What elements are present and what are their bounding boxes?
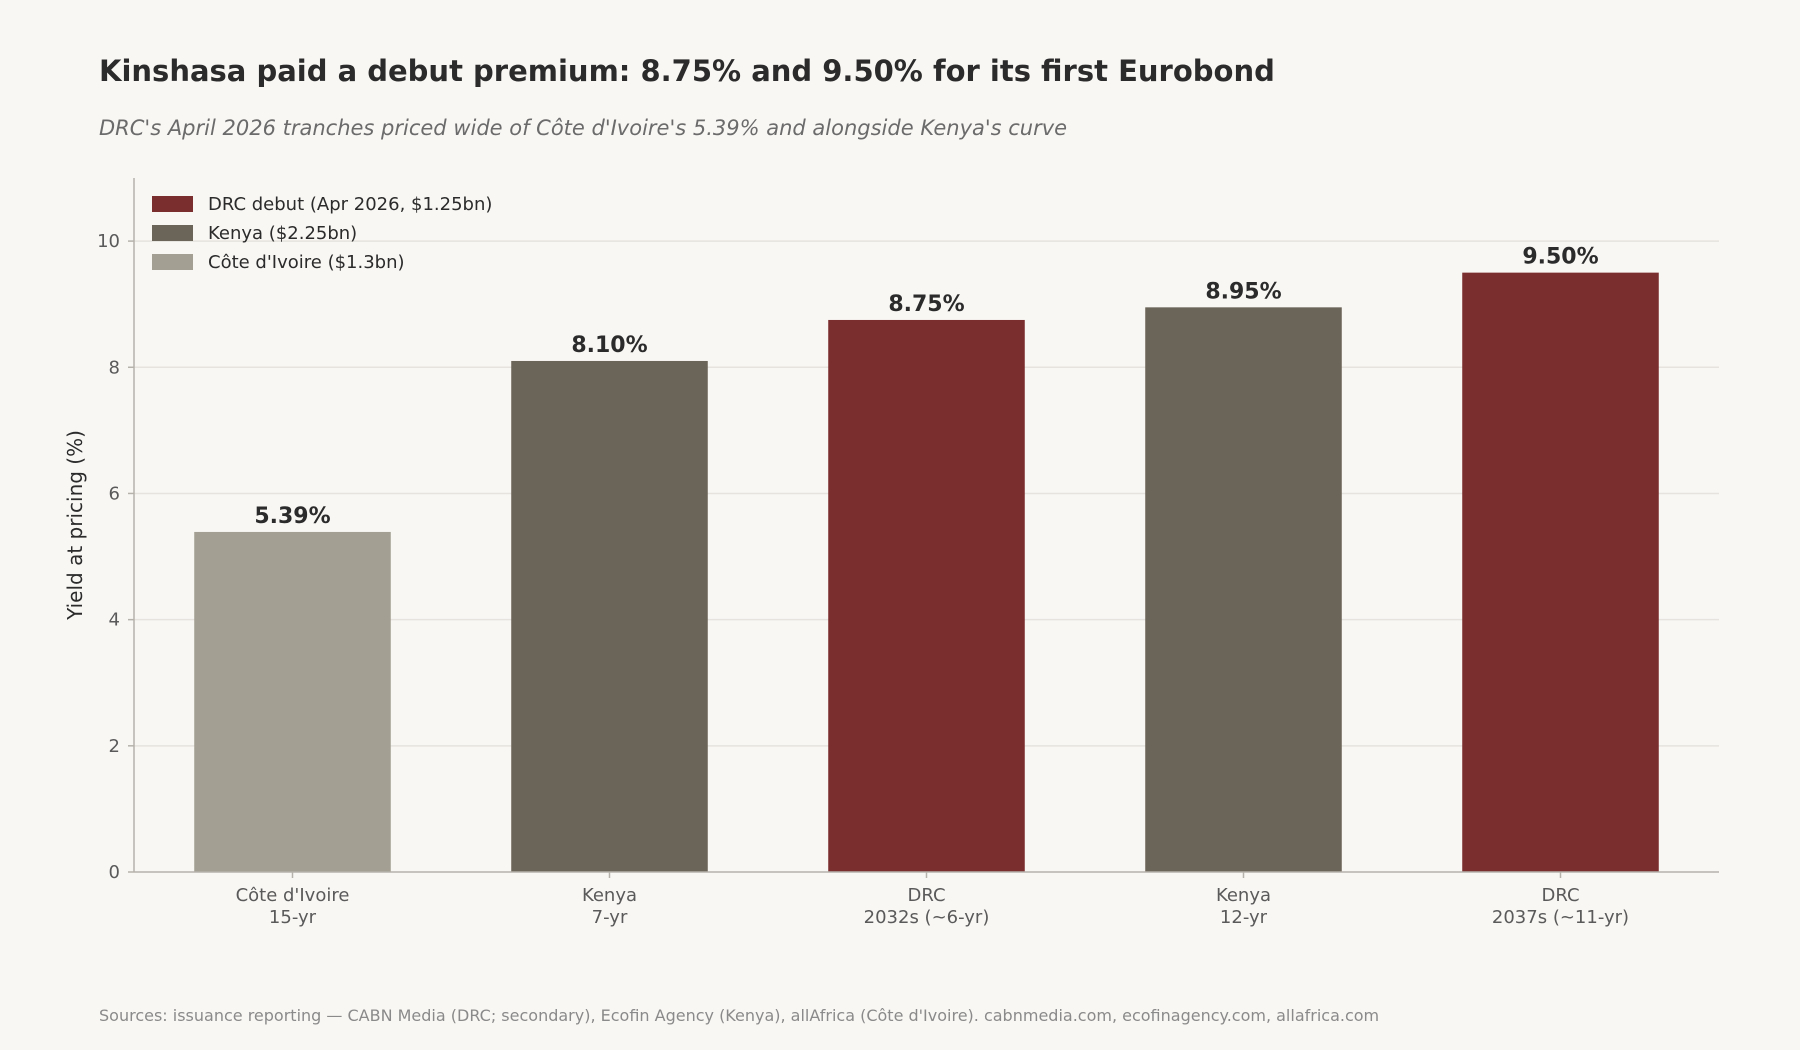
legend-label: Kenya ($2.25bn) [208,223,357,244]
bar-value-label: 9.50% [1522,245,1598,270]
chart-title: Kinshasa paid a debut premium: 8.75% and… [99,54,1275,88]
data-labels: 5.39% 8.10% 8.75% 8.95% 9.50% [254,245,1598,529]
bar [1462,272,1659,872]
legend-swatch [152,254,193,270]
x-tick-label: DRC 2037s (~11-yr) [1492,885,1629,928]
y-tick-label: 6 [109,483,120,504]
bar-value-label: 8.10% [571,333,647,358]
bars [194,272,1659,872]
legend-label: DRC debut (Apr 2026, $1.25bn) [208,194,492,215]
y-tick-label: 10 [97,231,120,252]
x-tick-label: Kenya 7-yr [582,885,637,928]
y-tick-label: 4 [109,610,120,631]
y-tick-label: 2 [109,736,120,757]
y-tick-label: 8 [109,357,120,378]
x-axis-ticks: Côte d'Ivoire 15-yr Kenya 7-yr DRC 2032s (~6-… [236,872,1629,928]
bar-value-label: 8.95% [1205,279,1281,304]
x-tick-label: DRC 2032s (~6-yr) [864,885,990,928]
x-tick-label: Kenya 12-yr [1216,885,1271,928]
legend: DRC debut (Apr 2026, $1.25bn) Kenya ($2.2… [152,194,492,273]
bar [194,531,391,872]
bar-value-label: 5.39% [254,504,330,529]
bar-value-label: 8.75% [888,292,964,317]
bar [511,360,708,872]
bar [828,319,1025,872]
legend-swatch [152,196,193,212]
source-note: Sources: issuance reporting — CABN Media… [99,1006,1379,1025]
legend-label: Côte d'Ivoire ($1.3bn) [208,252,405,273]
bar [1145,307,1342,872]
chart-subtitle: DRC's April 2026 tranches priced wide of… [99,116,1067,140]
x-tick-label: Côte d'Ivoire 15-yr [236,885,350,928]
legend-swatch [152,225,193,241]
y-tick-label: 0 [109,862,120,883]
y-axis-label: Yield at pricing (%) [63,430,87,621]
y-axis-ticks: 0 2 4 6 8 10 [97,231,134,883]
